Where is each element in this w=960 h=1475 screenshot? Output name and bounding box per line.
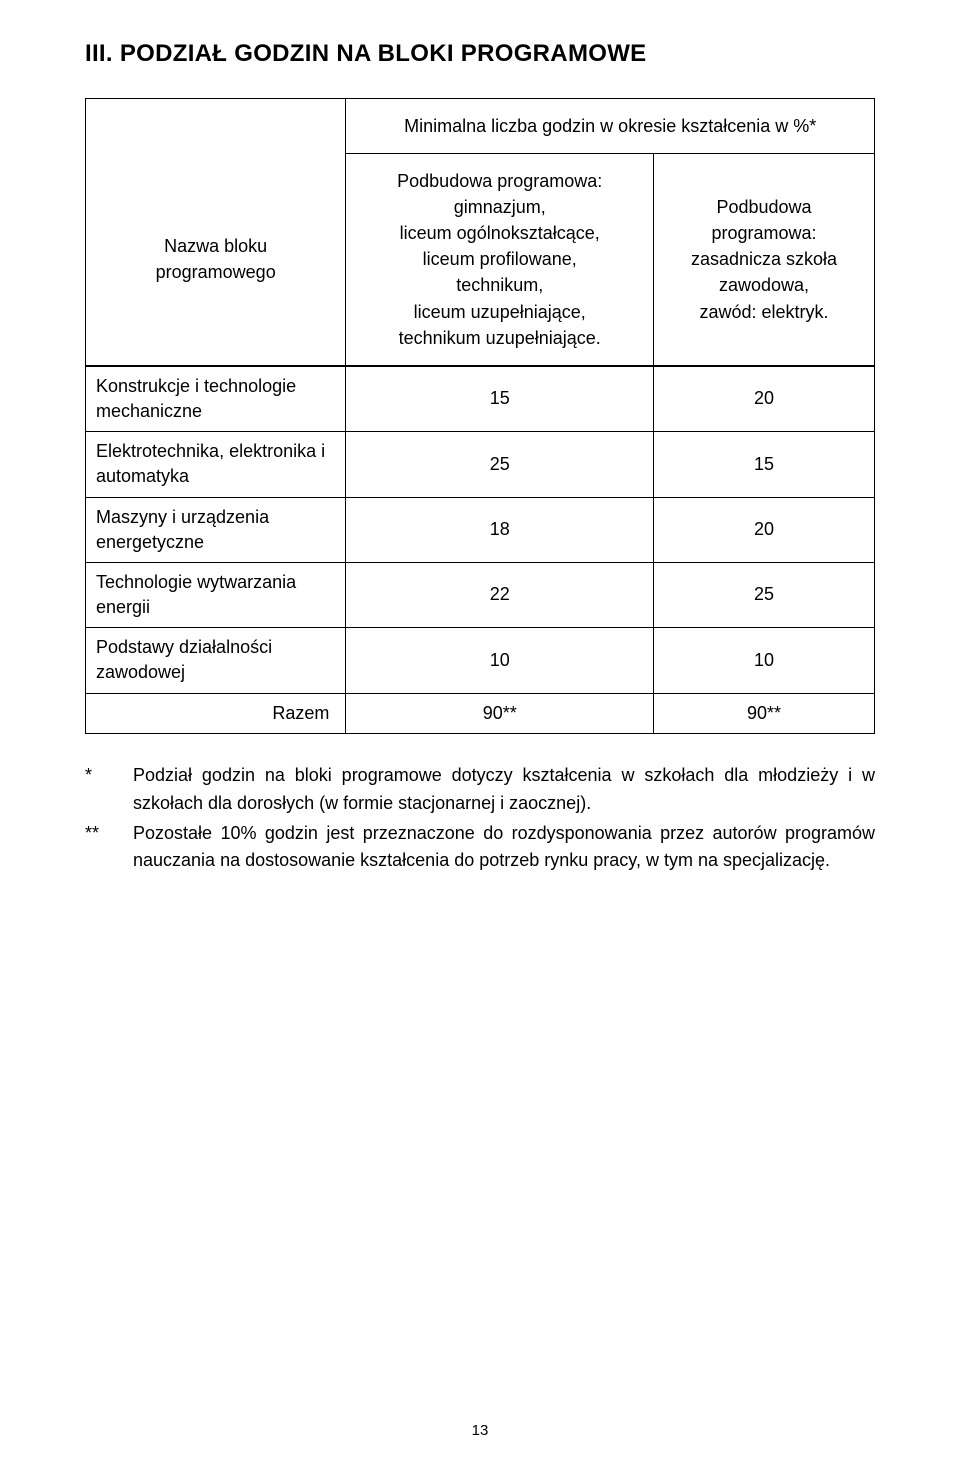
row-val-2: 20 xyxy=(654,366,875,431)
header-left-label: Nazwa bloku programowego xyxy=(86,154,346,366)
row-val-1: 22 xyxy=(346,562,654,627)
footnote-text: Podział godzin na bloki programowe dotyc… xyxy=(133,762,875,818)
footer-val-1: 90** xyxy=(346,693,654,733)
table-row: Maszyny i urządzenia energetyczne 18 20 xyxy=(86,497,875,562)
hours-table: Minimalna liczba godzin w okresie kształ… xyxy=(85,98,875,734)
table-header-row-2: Nazwa bloku programowego Podbudowa progr… xyxy=(86,154,875,366)
row-label: Elektrotechnika, elektronika i automatyk… xyxy=(86,432,346,497)
row-label: Podstawy działalności zawodowej xyxy=(86,628,346,693)
row-label: Maszyny i urządzenia energetyczne xyxy=(86,497,346,562)
table-header-row-1: Minimalna liczba godzin w okresie kształ… xyxy=(86,99,875,154)
footer-label: Razem xyxy=(86,693,346,733)
row-val-2: 20 xyxy=(654,497,875,562)
table-row: Elektrotechnika, elektronika i automatyk… xyxy=(86,432,875,497)
row-label: Technologie wytwarzania energii xyxy=(86,562,346,627)
row-val-1: 15 xyxy=(346,366,654,431)
row-val-1: 25 xyxy=(346,432,654,497)
table-body: Konstrukcje i technologie mechaniczne 15… xyxy=(85,366,875,734)
row-val-2: 15 xyxy=(654,432,875,497)
header-span-text: Minimalna liczba godzin w okresie kształ… xyxy=(346,99,875,154)
footnote-marker: * xyxy=(85,762,133,818)
header-left-empty xyxy=(86,99,346,154)
row-val-2: 25 xyxy=(654,562,875,627)
footer-val-2: 90** xyxy=(654,693,875,733)
header-right-label: Podbudowa programowa: zasadnicza szkoła … xyxy=(654,154,875,366)
footnote-2: ** Pozostałe 10% godzin jest przeznaczon… xyxy=(85,820,875,876)
row-val-1: 10 xyxy=(346,628,654,693)
table-row: Technologie wytwarzania energii 22 25 xyxy=(86,562,875,627)
row-label: Konstrukcje i technologie mechaniczne xyxy=(86,366,346,431)
section-heading: III. PODZIAŁ GODZIN NA BLOKI PROGRAMOWE xyxy=(85,40,875,68)
table-header: Minimalna liczba godzin w okresie kształ… xyxy=(85,98,875,366)
footnote-marker: ** xyxy=(85,820,133,876)
footnote-text: Pozostałe 10% godzin jest przeznaczone d… xyxy=(133,820,875,876)
footnotes: * Podział godzin na bloki programowe dot… xyxy=(85,762,875,876)
table-footer-row: Razem 90** 90** xyxy=(86,693,875,733)
row-val-2: 10 xyxy=(654,628,875,693)
footnote-1: * Podział godzin na bloki programowe dot… xyxy=(85,762,875,818)
row-val-1: 18 xyxy=(346,497,654,562)
header-mid-label: Podbudowa programowa: gimnazjum, liceum … xyxy=(346,154,654,366)
page-number: 13 xyxy=(0,1422,960,1439)
table-row: Konstrukcje i technologie mechaniczne 15… xyxy=(86,366,875,431)
table-row: Podstawy działalności zawodowej 10 10 xyxy=(86,628,875,693)
